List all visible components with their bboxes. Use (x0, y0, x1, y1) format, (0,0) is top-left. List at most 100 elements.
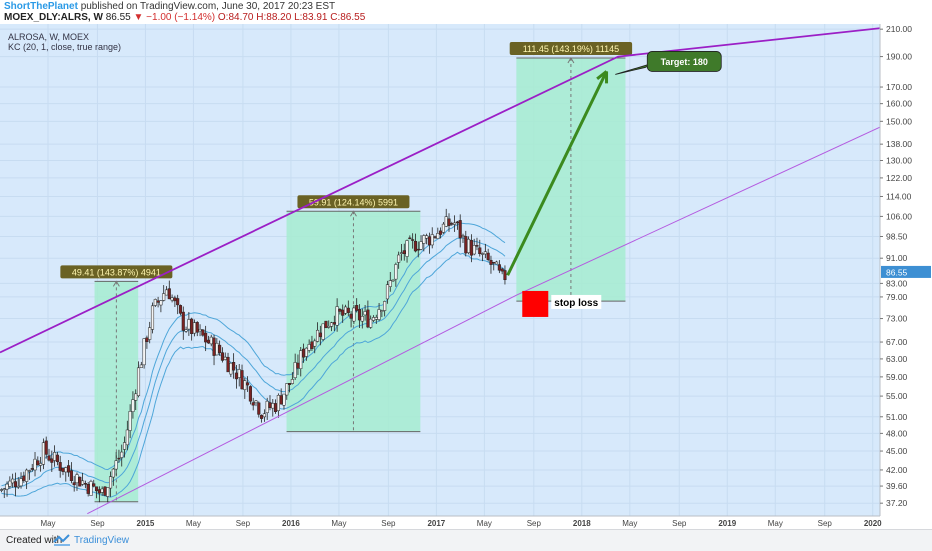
candle-body (140, 365, 143, 368)
candle-body (174, 298, 177, 301)
candle (151, 303, 154, 334)
candle-body (417, 249, 420, 250)
candle-body (333, 322, 336, 324)
candle-body (171, 298, 174, 300)
price-tick-label: 45.00 (886, 446, 908, 456)
callout-text: Target: 180 (661, 57, 708, 67)
candle-body (364, 311, 367, 314)
candle-body (207, 340, 210, 343)
price-tick-label: 91.00 (886, 253, 908, 263)
candle-body (322, 324, 325, 340)
price-tick-label: 150.00 (886, 116, 912, 126)
candle-body (313, 341, 316, 346)
candle-body (381, 311, 384, 312)
time-tick-label: May (768, 519, 783, 528)
candle-body (137, 368, 140, 396)
low-value: L:83.91 (294, 12, 327, 23)
stop-loss-box (522, 291, 548, 317)
candle-body (244, 381, 247, 390)
candle-body (70, 471, 73, 481)
candle-body (182, 312, 185, 330)
tradingview-brand[interactable]: TradingView (74, 535, 129, 546)
candle-body (6, 484, 9, 489)
price-tick-label: 48.00 (886, 428, 908, 438)
candle-body (90, 481, 93, 495)
candle-body (28, 471, 31, 472)
candle-body (400, 253, 403, 254)
price-tick-label: 51.00 (886, 412, 908, 422)
candle-body (87, 484, 90, 493)
candle-body (341, 310, 344, 315)
candle-body (37, 461, 40, 465)
candle-body (406, 241, 409, 257)
symbol-label: MOEX_DLY:ALRS, W (4, 12, 103, 23)
candle-body (3, 489, 6, 490)
candle-body (462, 236, 465, 237)
author-link[interactable]: ShortThePlanet (4, 1, 78, 12)
candle-body (190, 319, 193, 334)
candle-body (448, 219, 451, 226)
candle-body (269, 403, 272, 408)
candle-body (162, 294, 165, 301)
candle-body (73, 483, 76, 485)
price-tick-label: 130.00 (886, 156, 912, 166)
time-tick-label: May (40, 519, 55, 528)
tradingview-logo-icon (53, 533, 71, 547)
time-tick-label: May (331, 519, 346, 528)
candle-body (439, 231, 442, 235)
time-tick-label: Sep (236, 519, 251, 528)
candle-body (445, 217, 448, 227)
candle-body (204, 333, 207, 342)
price-tick-label: 37.20 (886, 498, 908, 508)
candle-body (230, 363, 233, 374)
legend-indicator: KC (20, 1, close, true range) (8, 42, 121, 52)
candle-body (129, 411, 132, 430)
candle-body (361, 316, 364, 321)
candle-body (299, 351, 302, 369)
candle-body (241, 370, 244, 389)
candle-body (308, 344, 311, 350)
candle-body (132, 400, 135, 412)
candle-body (305, 348, 308, 356)
price-tick-label: 170.00 (886, 82, 912, 92)
candle-body (375, 317, 378, 319)
candle (202, 329, 205, 337)
candle-body (143, 339, 146, 365)
candle-body (325, 321, 328, 328)
high-value: H:88.20 (256, 12, 291, 23)
time-tick-label: 2015 (137, 519, 155, 528)
candle-body (409, 238, 412, 239)
candle (104, 486, 107, 496)
candle-body (11, 479, 14, 483)
candle-body (218, 345, 221, 353)
time-tick-label: Sep (90, 519, 105, 528)
candle-body (459, 220, 462, 238)
candle-body (176, 298, 179, 304)
candle-body (20, 479, 23, 486)
candle-body (260, 415, 263, 418)
candle-body (280, 396, 283, 405)
candle-body (0, 490, 3, 491)
candle-body (456, 222, 459, 223)
candle-body (453, 223, 456, 225)
candle-body (428, 237, 431, 245)
candle-body (434, 237, 437, 238)
price-tick-label: 98.50 (886, 232, 908, 242)
candle-body (302, 349, 305, 357)
candle-body (476, 245, 479, 246)
candle-body (118, 458, 121, 459)
candle-body (115, 461, 118, 469)
candle-body (481, 253, 484, 254)
candle (467, 236, 470, 254)
candle-body (134, 394, 137, 401)
candle-body (45, 441, 48, 455)
candle-body (330, 323, 333, 327)
symbol-line: MOEX_DLY:ALRS, W 86.55 ▼ −1.00 (−1.14%) … (4, 12, 365, 23)
candle-body (48, 456, 51, 460)
price-chart[interactable]: 49.41 (143.87%) 4941 59.91 (124.14%) 5991… (0, 24, 932, 529)
candle-body (392, 280, 395, 281)
candle-body (297, 363, 300, 368)
candle-body (492, 262, 495, 263)
price-tick-label: 83.00 (886, 278, 908, 288)
candle-body (213, 338, 216, 356)
